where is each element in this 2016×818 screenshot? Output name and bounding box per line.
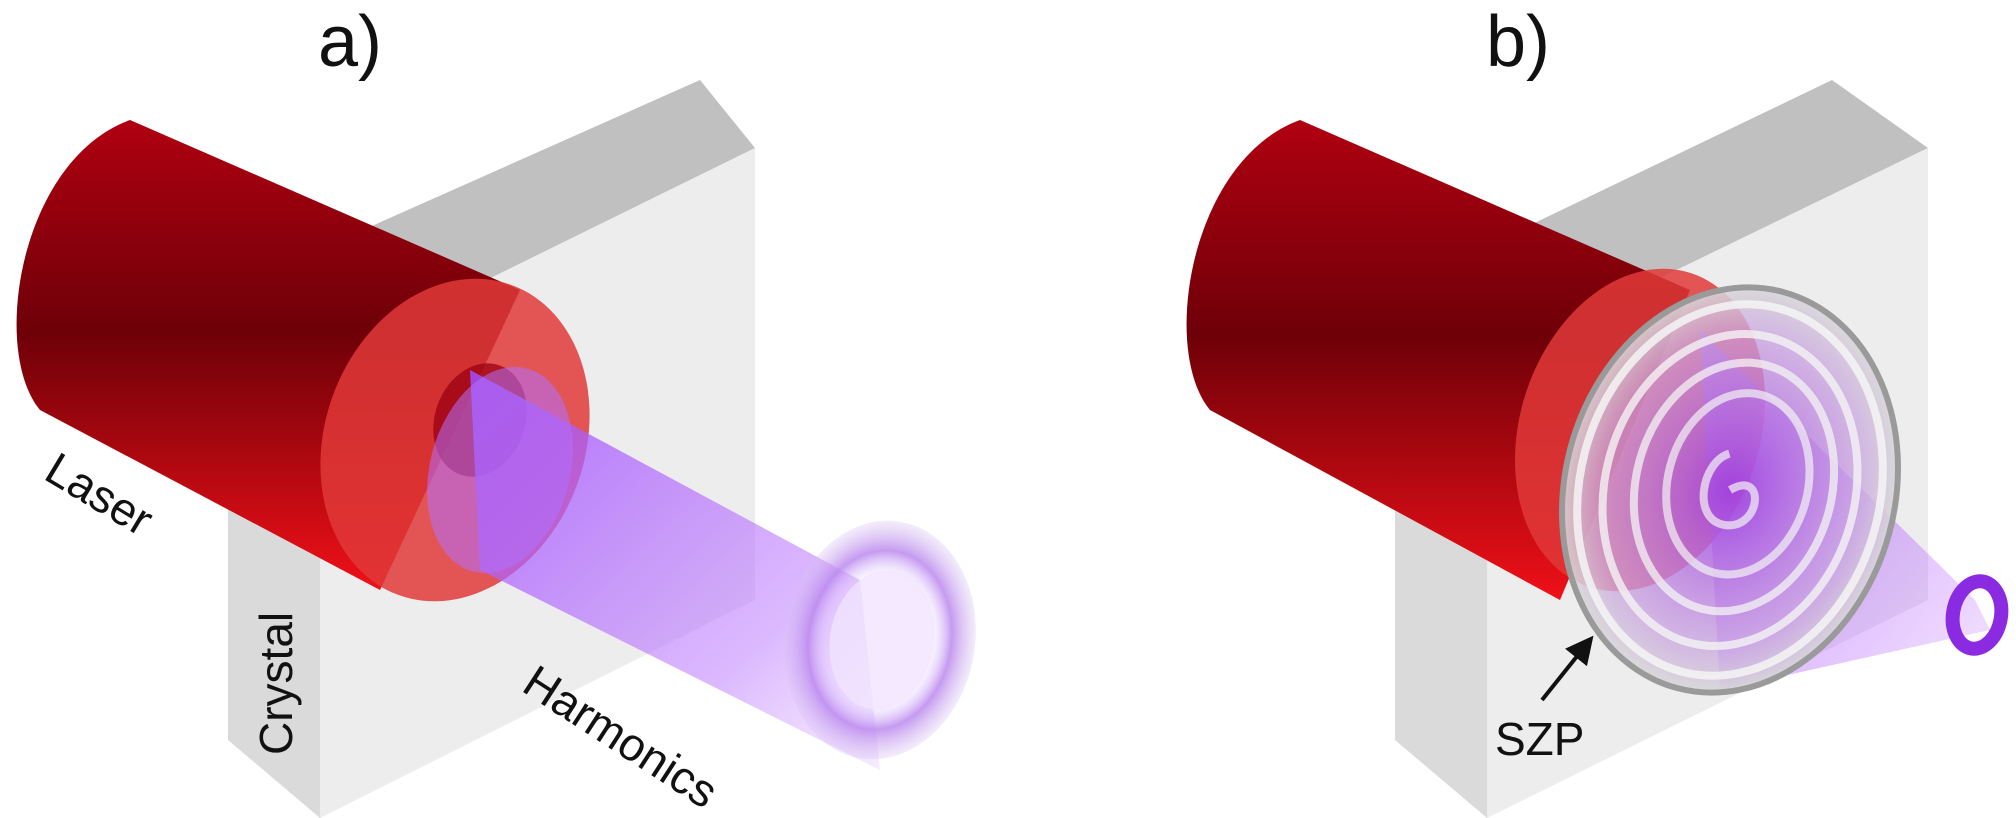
panel-b: b) SZP [1187,2,2007,818]
panel-a: a) Laser Crystal Harmonics [17,2,995,818]
crystal-tag: Crystal [250,612,302,755]
panel-a-label: a) [318,2,382,82]
harmonics-tag: Harmonics [515,655,728,818]
panel-b-label: b) [1486,2,1550,82]
szp-tag: SZP [1495,713,1584,765]
